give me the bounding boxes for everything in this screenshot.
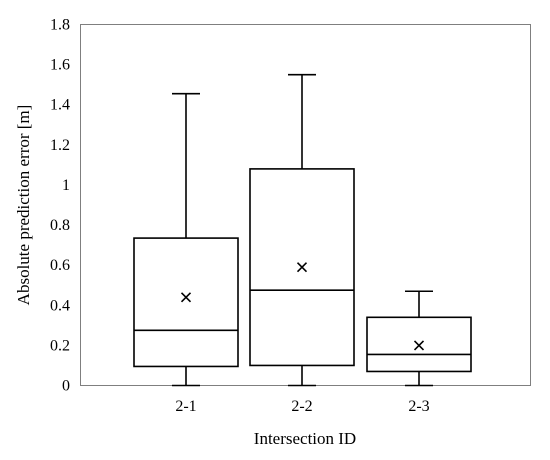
x-tick-label: 2-1 — [175, 398, 196, 415]
x-axis-ticks: 2-1 2-2 2-3 — [175, 398, 429, 415]
box-2-2 — [249, 73, 355, 387]
x-axis-title: Intersection ID — [254, 429, 356, 448]
y-tick-label: 1.4 — [50, 97, 70, 114]
y-tick-label: 1 — [62, 177, 70, 194]
mean-marker — [413, 340, 425, 351]
box-2-3 — [366, 290, 472, 387]
mean-marker-stroke — [180, 292, 192, 303]
y-tick-label: 0.8 — [50, 217, 70, 234]
box-series — [133, 73, 472, 387]
x-tick-label: 2-3 — [408, 398, 429, 415]
y-tick-label: 1.2 — [50, 137, 70, 154]
y-tick-label: 1.6 — [50, 57, 70, 74]
box-2-1 — [133, 92, 239, 387]
y-tick-label: 0.6 — [50, 257, 70, 274]
y-tick-label: 0.2 — [50, 337, 70, 354]
mean-marker — [180, 292, 192, 303]
y-axis-title: Absolute prediction error [m] — [14, 105, 33, 306]
y-tick-label: 1.8 — [50, 17, 70, 34]
y-tick-label: 0 — [62, 378, 70, 395]
y-tick-label: 0.4 — [50, 297, 70, 314]
iqr-box — [133, 237, 239, 368]
mean-marker — [296, 262, 308, 273]
y-axis-ticks: 0 0.2 0.4 0.6 0.8 1 1.2 1.4 1.6 1.8 — [50, 17, 70, 395]
mean-marker-stroke — [413, 340, 425, 351]
x-tick-label: 2-2 — [291, 398, 312, 415]
mean-marker-stroke — [296, 262, 308, 273]
